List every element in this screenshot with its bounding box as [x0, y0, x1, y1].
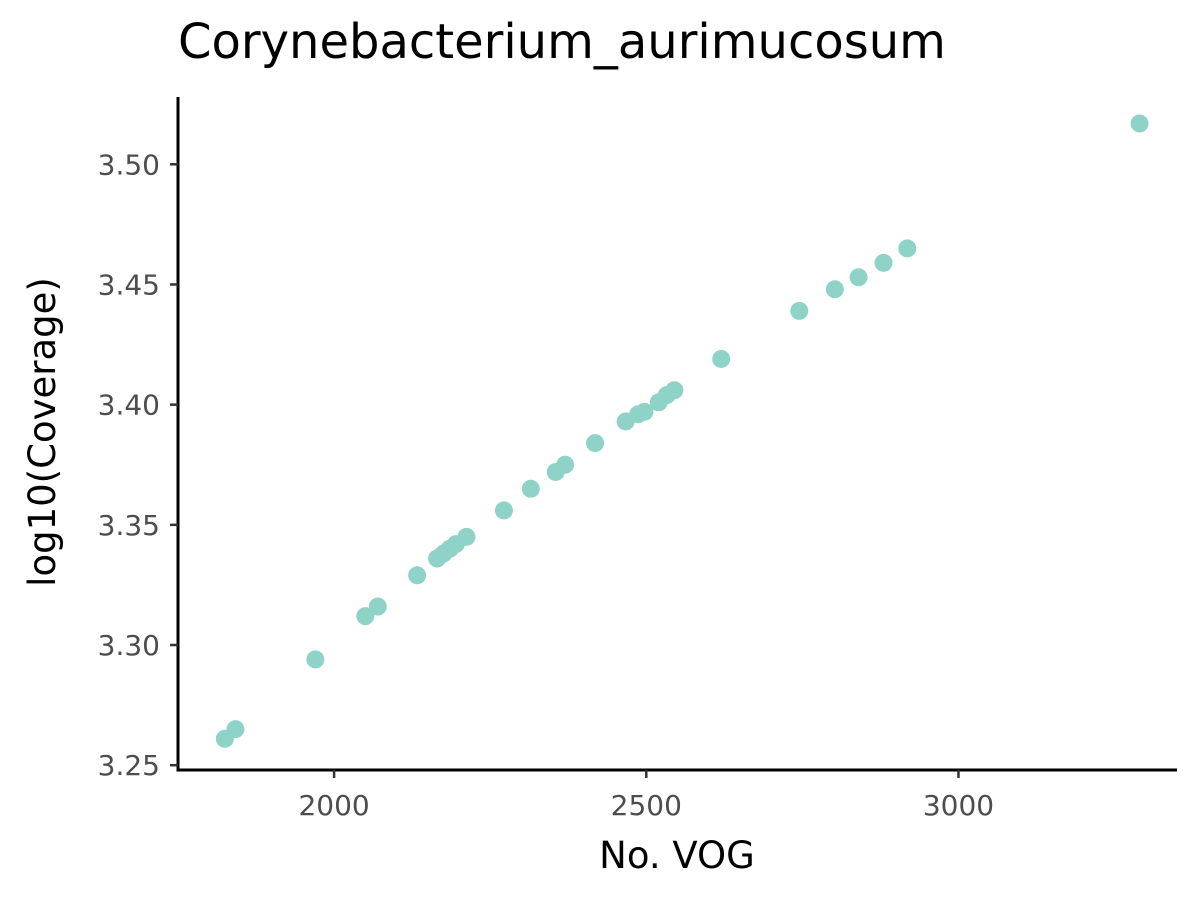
data-point	[898, 239, 917, 258]
data-points	[215, 114, 1149, 748]
data-point	[521, 479, 540, 498]
data-point	[586, 434, 605, 453]
chart-title: Corynebacterium_aurimucosum	[178, 14, 946, 70]
x-axis-title: No. VOG	[599, 834, 755, 877]
y-tick-label: 3.30	[98, 629, 160, 662]
y-axis-title: log10(Coverage)	[21, 277, 64, 587]
data-point	[494, 501, 513, 520]
x-tick-label: 2500	[611, 789, 682, 822]
y-tick-label: 3.35	[98, 509, 160, 542]
y-tick-label: 3.50	[98, 148, 160, 181]
data-point	[408, 566, 427, 585]
data-point	[556, 455, 575, 474]
data-point	[665, 381, 684, 400]
x-tick-label: 3000	[923, 789, 994, 822]
data-point	[306, 650, 325, 669]
data-point	[635, 402, 654, 421]
data-point	[849, 268, 868, 287]
y-tick-label: 3.45	[98, 268, 160, 301]
data-point	[790, 301, 809, 320]
data-point	[825, 280, 844, 299]
data-point	[457, 527, 476, 546]
y-tick-label: 3.25	[98, 749, 160, 782]
y-tick-label: 3.40	[98, 389, 160, 422]
data-point	[368, 597, 387, 616]
data-point	[356, 607, 375, 626]
data-point	[226, 720, 245, 739]
data-point	[1130, 114, 1149, 133]
x-tick-label: 2000	[298, 789, 369, 822]
data-point	[874, 253, 893, 272]
axes: 2000 2500 3000 3.25 3.30 3.35 3.40 3.45 3.50	[98, 97, 1177, 822]
data-point	[712, 349, 731, 368]
